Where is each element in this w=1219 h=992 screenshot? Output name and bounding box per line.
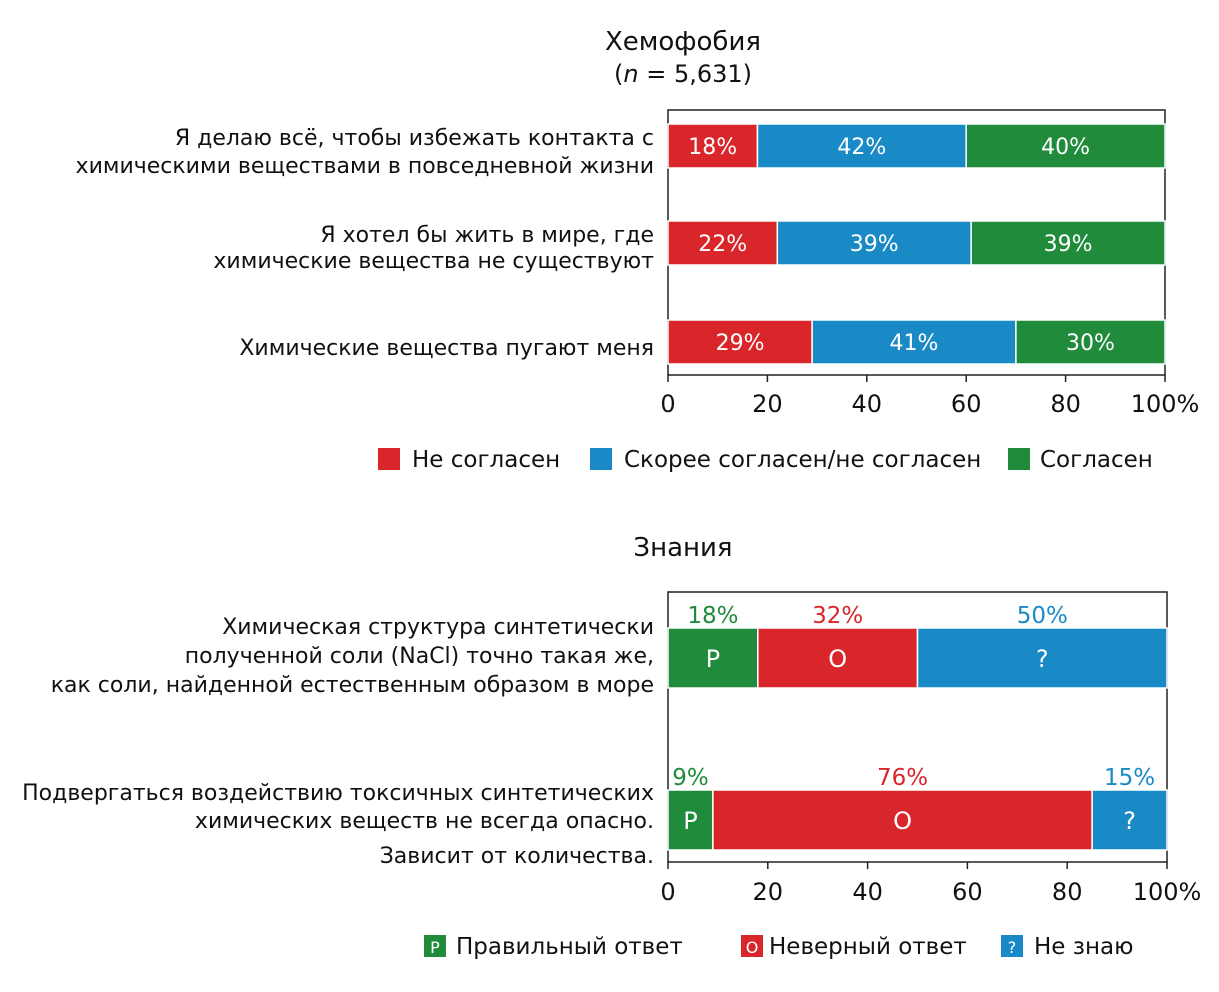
category-label: Химическая структура синтетически xyxy=(222,615,654,640)
bar-segment xyxy=(757,627,919,689)
legend-swatch xyxy=(378,448,400,470)
data-label: 40% xyxy=(1041,135,1090,160)
x-tick-label: 100% xyxy=(1133,878,1202,906)
category-label: Подвергаться воздействию токсичных синте… xyxy=(22,781,654,806)
x-tick-label: 0 xyxy=(660,390,675,418)
chart-title: Знания xyxy=(633,533,732,563)
x-tick-label: 20 xyxy=(753,878,784,906)
bar-segment xyxy=(667,220,779,266)
data-label: 29% xyxy=(716,331,765,356)
bar-segment xyxy=(776,220,972,266)
legend-swatch xyxy=(1001,935,1023,957)
bar-symbol: P xyxy=(706,645,720,673)
chart-title: Хемофобия xyxy=(605,27,761,57)
category-label: полученной соли (NaCl) точно такая же, xyxy=(185,644,654,669)
legend-swatch xyxy=(590,448,612,470)
legend-label: Не согласен xyxy=(412,447,560,473)
bar-segment xyxy=(970,220,1166,266)
data-label: 18% xyxy=(688,135,737,160)
bar-symbol: ? xyxy=(1123,807,1136,835)
data-label: 9% xyxy=(672,765,709,791)
data-label: 76% xyxy=(877,765,928,791)
data-label: 41% xyxy=(890,331,939,356)
bar-symbol: P xyxy=(683,807,697,835)
bar-segment xyxy=(667,319,813,365)
legend-label: Скорее согласен/не согласен xyxy=(624,447,981,473)
bar-symbol: O xyxy=(828,645,847,673)
bar-segment xyxy=(916,627,1168,689)
bar-segment xyxy=(667,123,759,169)
data-label: 18% xyxy=(687,603,738,629)
bar-segment xyxy=(756,123,967,169)
data-label: 30% xyxy=(1066,331,1115,356)
bar-segment xyxy=(1091,789,1168,851)
x-tick-label: 40 xyxy=(852,878,883,906)
legend-symbol: O xyxy=(746,938,759,957)
plot-frame xyxy=(667,591,1168,863)
legend-symbol: P xyxy=(430,938,440,957)
bar-segment xyxy=(667,627,759,689)
data-label: 42% xyxy=(837,135,886,160)
data-label: 39% xyxy=(850,232,899,257)
legend-symbol: ? xyxy=(1008,938,1017,957)
legend-label: Согласен xyxy=(1040,447,1153,473)
category-label: химических веществ не всегда опасно. xyxy=(195,809,654,834)
bar-segment xyxy=(1015,319,1166,365)
data-label: 50% xyxy=(1017,603,1068,629)
legend-swatch xyxy=(424,935,446,957)
x-tick-label: 80 xyxy=(1050,390,1081,418)
bar-symbol: O xyxy=(893,807,912,835)
bar-segment xyxy=(965,123,1166,169)
legend-label: Правильный ответ xyxy=(456,934,683,960)
x-tick-label: 100% xyxy=(1131,390,1200,418)
legend-label: Неверный ответ xyxy=(769,934,967,960)
x-tick-label: 20 xyxy=(752,390,783,418)
category-label: как соли, найденной естественным образом… xyxy=(51,673,654,698)
bar-symbol: ? xyxy=(1036,645,1049,673)
category-label: Я хотел бы жить в мире, где xyxy=(320,223,654,248)
category-label: Зависит от количества. xyxy=(380,844,654,869)
chart-subtitle: (n = 5,631) xyxy=(614,60,752,88)
legend-label: Не знаю xyxy=(1034,934,1133,960)
category-label: химические вещества не существуют xyxy=(213,249,654,274)
legend-swatch xyxy=(1008,448,1030,470)
bar-segment xyxy=(811,319,1017,365)
data-label: 22% xyxy=(698,232,747,257)
category-label: Химические вещества пугают меня xyxy=(239,336,654,361)
x-tick-label: 80 xyxy=(1052,878,1083,906)
x-tick-label: 40 xyxy=(852,390,883,418)
legend-swatch xyxy=(741,935,763,957)
data-label: 39% xyxy=(1044,232,1093,257)
category-label: Я делаю всё, чтобы избежать контакта с xyxy=(175,126,654,151)
data-label: 15% xyxy=(1104,765,1155,791)
data-label: 32% xyxy=(812,603,863,629)
x-tick-label: 0 xyxy=(660,878,675,906)
x-tick-label: 60 xyxy=(951,390,982,418)
x-tick-label: 60 xyxy=(952,878,983,906)
category-label: химическими веществами в повседневной жи… xyxy=(76,154,654,179)
